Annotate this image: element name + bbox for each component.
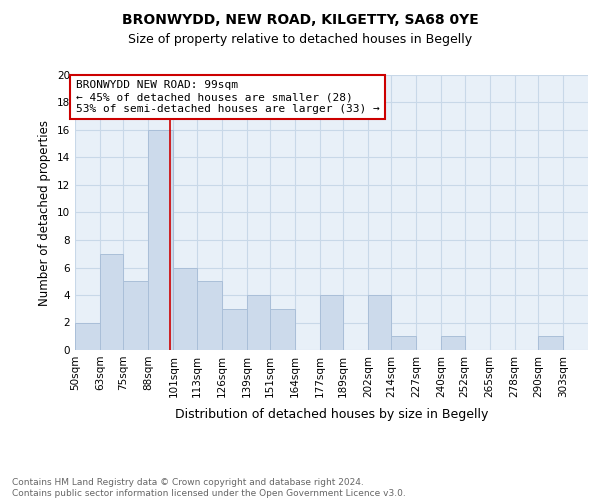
Bar [270,308,295,350]
Bar [75,322,100,350]
Text: Size of property relative to detached houses in Begelly: Size of property relative to detached ho… [128,32,472,46]
Bar [368,295,391,350]
Bar [247,295,270,350]
Bar [100,254,123,350]
Bar [391,336,416,350]
Y-axis label: Number of detached properties: Number of detached properties [38,120,52,306]
Bar [123,281,148,350]
Bar [538,336,563,350]
Bar [221,308,247,350]
Text: Contains HM Land Registry data © Crown copyright and database right 2024.
Contai: Contains HM Land Registry data © Crown c… [12,478,406,498]
Text: BRONWYDD, NEW ROAD, KILGETTY, SA68 0YE: BRONWYDD, NEW ROAD, KILGETTY, SA68 0YE [122,12,478,26]
Bar [197,281,221,350]
X-axis label: Distribution of detached houses by size in Begelly: Distribution of detached houses by size … [175,408,488,421]
Bar [442,336,464,350]
Text: BRONWYDD NEW ROAD: 99sqm
← 45% of detached houses are smaller (28)
53% of semi-d: BRONWYDD NEW ROAD: 99sqm ← 45% of detach… [76,80,380,114]
Bar [148,130,173,350]
Bar [320,295,343,350]
Bar [173,268,197,350]
